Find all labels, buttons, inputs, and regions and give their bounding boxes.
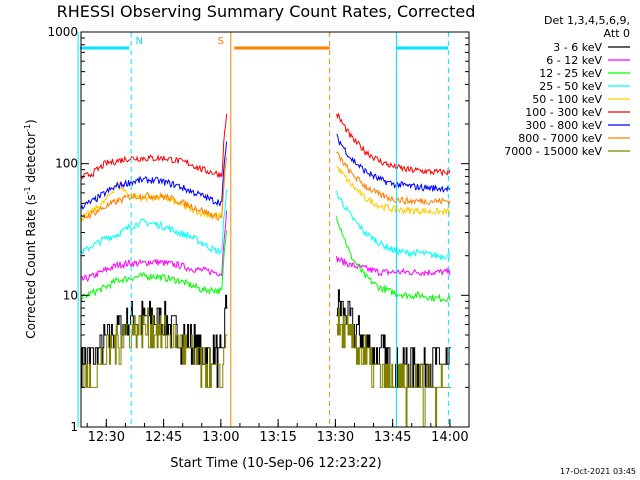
legend-entry-1: 6 - 12 keV xyxy=(546,54,602,67)
y-tick-label-0: 1 xyxy=(70,420,78,434)
legend-entry-4: 50 - 100 keV xyxy=(532,93,602,106)
x-axis-label: Start Time (10-Sep-06 12:23:22) xyxy=(170,456,381,471)
legend-entry-3: 25 - 50 keV xyxy=(539,80,602,93)
series-post-8 xyxy=(336,307,451,428)
series-pre-3 xyxy=(80,189,228,256)
legend-entry-0: 3 - 6 keV xyxy=(553,41,602,54)
legend-entry-7: 800 - 7000 keV xyxy=(518,132,602,145)
series-post-7 xyxy=(336,151,451,207)
x-axis: 12:30 12:45 13:00 13:15 13:30 13:45 14:00 xyxy=(86,419,470,445)
legend-entry-5: 100 - 300 keV xyxy=(525,106,602,119)
series-pre-4 xyxy=(80,156,228,223)
legend-header-1: Det 1,3,4,5,6,9, xyxy=(544,14,630,27)
annotation-label-1: S xyxy=(218,36,224,47)
footer-timestamp: 17-Oct-2021 03:45 xyxy=(560,467,636,476)
chart-title: RHESSI Observing Summary Count Rates, Co… xyxy=(57,2,476,21)
x-tick-label-6: 14:00 xyxy=(431,430,468,445)
y-axis: 1 10 100 1000 xyxy=(47,25,469,434)
legend-entry-2: 12 - 25 keV xyxy=(539,67,602,80)
series-pre-5 xyxy=(80,113,228,179)
series-pre-1 xyxy=(80,210,228,282)
x-tick-label-2: 13:00 xyxy=(202,430,239,445)
annotation-label-0: N xyxy=(135,36,142,47)
plot-frame xyxy=(80,31,470,428)
legend-entry-8: 7000 - 15000 keV xyxy=(504,145,602,158)
x-tick-label-5: 13:45 xyxy=(374,430,411,445)
y-tick-label-2: 100 xyxy=(55,157,78,171)
series-post-6 xyxy=(336,133,451,193)
series-post-2 xyxy=(336,216,451,303)
legend-entry-6: 300 - 800 keV xyxy=(525,119,602,132)
x-tick-label-4: 13:30 xyxy=(317,430,354,445)
series-pre-8 xyxy=(81,307,228,388)
y-tick-label-3: 1000 xyxy=(47,25,78,39)
series-post-1 xyxy=(336,256,451,277)
series-pre-6 xyxy=(80,141,228,210)
x-tick-label-0: 12:30 xyxy=(88,430,125,445)
y-tick-label-1: 10 xyxy=(63,288,78,302)
x-tick-label-1: 12:45 xyxy=(145,430,182,445)
series-post-5 xyxy=(336,112,451,177)
series-pre-7 xyxy=(80,157,228,222)
series-post-4 xyxy=(336,165,451,216)
series-pre-2 xyxy=(80,230,228,302)
series-post-3 xyxy=(336,190,451,261)
legend-header-2: Att 0 xyxy=(604,27,630,40)
y-axis-label: Corrected Count Rate (s-1 detector-1) xyxy=(23,119,38,338)
x-tick-label-3: 13:15 xyxy=(259,430,296,445)
